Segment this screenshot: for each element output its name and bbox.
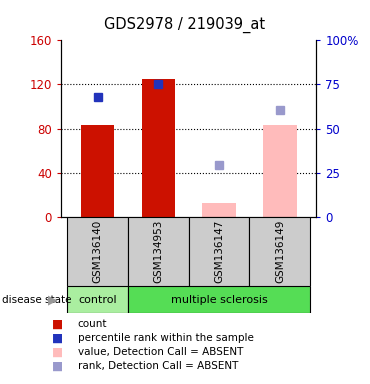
Text: ▶: ▶ [48,293,57,306]
Bar [202,203,236,217]
Text: GSM134953: GSM134953 [153,220,163,283]
Text: ■: ■ [52,359,63,372]
Text: GSM136140: GSM136140 [92,220,102,283]
Bar [67,217,128,286]
Text: disease state: disease state [2,295,71,305]
Bar [142,79,175,217]
Text: ■: ■ [52,332,63,345]
Bar [81,125,114,217]
Text: control: control [78,295,117,305]
Text: percentile rank within the sample: percentile rank within the sample [78,333,253,343]
Bar [249,217,310,286]
Text: count: count [78,319,107,329]
Text: ■: ■ [52,318,63,331]
Text: GDS2978 / 219039_at: GDS2978 / 219039_at [104,17,266,33]
Text: rank, Detection Call = ABSENT: rank, Detection Call = ABSENT [78,361,238,371]
Bar [67,286,128,313]
Text: value, Detection Call = ABSENT: value, Detection Call = ABSENT [78,347,243,357]
Bar [128,217,189,286]
Text: multiple sclerosis: multiple sclerosis [171,295,268,305]
Text: ■: ■ [52,346,63,359]
Bar [128,286,310,313]
Bar [263,125,297,217]
Bar [189,217,249,286]
Text: GSM136147: GSM136147 [214,220,224,283]
Text: GSM136149: GSM136149 [275,220,285,283]
